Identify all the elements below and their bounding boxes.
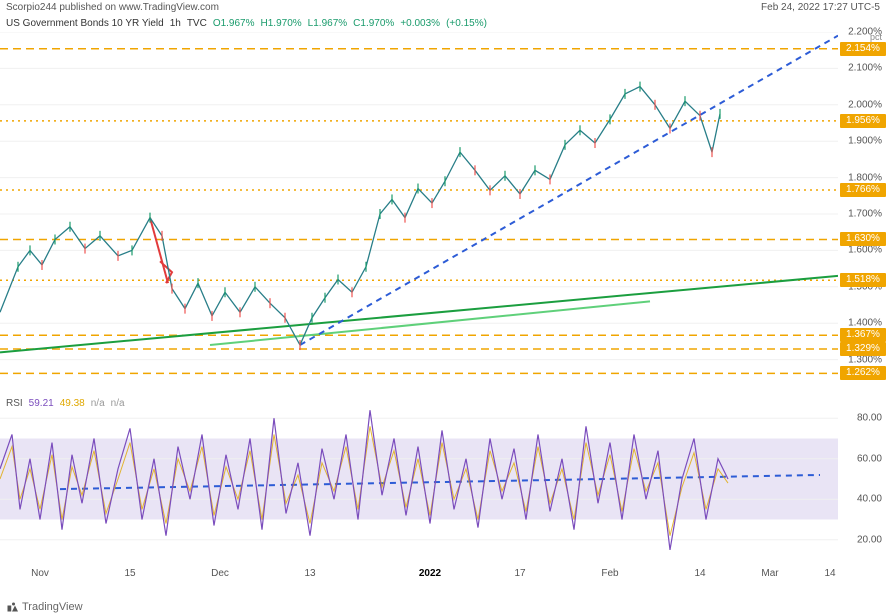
- rsi-y-tick: 20.00: [857, 534, 882, 545]
- price-level-label: 1.262%: [840, 366, 886, 380]
- x-tick: Dec: [211, 568, 229, 579]
- ohlc-close: C1.970%: [353, 18, 394, 29]
- x-tick: 15: [124, 568, 135, 579]
- y-tick: 1.600%: [848, 245, 882, 256]
- provider: TVC: [187, 18, 207, 29]
- x-tick: Nov: [31, 568, 49, 579]
- y-tick: 2.200%: [848, 27, 882, 38]
- price-level-label: 1.766%: [840, 183, 886, 197]
- timeframe[interactable]: 1h: [170, 18, 181, 29]
- publish-timestamp: Feb 24, 2022 17:27 UTC-5: [761, 2, 880, 14]
- ohlc-change: +0.003%: [400, 18, 440, 29]
- x-tick: 14: [694, 568, 705, 579]
- x-tick: 13: [304, 568, 315, 579]
- ohlc-change-pct: (+0.15%): [446, 18, 487, 29]
- tradingview-logo-icon: [6, 601, 18, 613]
- rsi-y-axis[interactable]: 20.00 40.00 60.00 80.00: [838, 398, 886, 560]
- chart-root: Scorpio244 published on www.TradingView.…: [0, 0, 886, 616]
- y-tick: 1.800%: [848, 172, 882, 183]
- ohlc-high: H1.970%: [261, 18, 302, 29]
- rsi-y-tick: 60.00: [857, 453, 882, 464]
- x-tick: 14: [824, 568, 835, 579]
- publisher-text: Scorpio244 published on www.TradingView.…: [6, 2, 219, 14]
- rsi-y-tick: 80.00: [857, 413, 882, 424]
- ohlc-open: O1.967%: [213, 18, 255, 29]
- x-tick: Feb: [601, 568, 618, 579]
- ohlc-low: L1.967%: [308, 18, 347, 29]
- rsi-y-tick: 40.00: [857, 494, 882, 505]
- price-level-label: 1.518%: [840, 273, 886, 287]
- publish-header: Scorpio244 published on www.TradingView.…: [0, 0, 886, 16]
- price-y-axis[interactable]: pct 1.300%1.400%1.500%1.600%1.700%1.800%…: [838, 32, 886, 396]
- y-tick: 2.000%: [848, 99, 882, 110]
- price-level-label: 1.329%: [840, 342, 886, 356]
- price-level-label: 1.367%: [840, 328, 886, 342]
- symbol-name[interactable]: US Government Bonds 10 YR Yield: [6, 18, 164, 29]
- footer-brand-text: TradingView: [22, 601, 83, 613]
- y-tick: 1.900%: [848, 136, 882, 147]
- price-level-label: 1.956%: [840, 114, 886, 128]
- y-tick: 1.700%: [848, 209, 882, 220]
- time-x-axis[interactable]: Nov 15 Dec 13 2022 17 Feb 14 Mar 14: [0, 562, 838, 592]
- price-level-label: 2.154%: [840, 42, 886, 56]
- footer-brand[interactable]: TradingView: [6, 601, 83, 613]
- x-tick: 17: [514, 568, 525, 579]
- y-tick: 2.100%: [848, 63, 882, 74]
- rsi-chart[interactable]: [0, 398, 838, 560]
- symbol-info-bar: US Government Bonds 10 YR Yield 1h TVC O…: [6, 18, 487, 29]
- y-tick: 1.400%: [848, 318, 882, 329]
- price-level-label: 1.630%: [840, 232, 886, 246]
- x-tick: Mar: [761, 568, 778, 579]
- x-tick: 2022: [419, 568, 441, 579]
- main-price-chart[interactable]: [0, 32, 838, 396]
